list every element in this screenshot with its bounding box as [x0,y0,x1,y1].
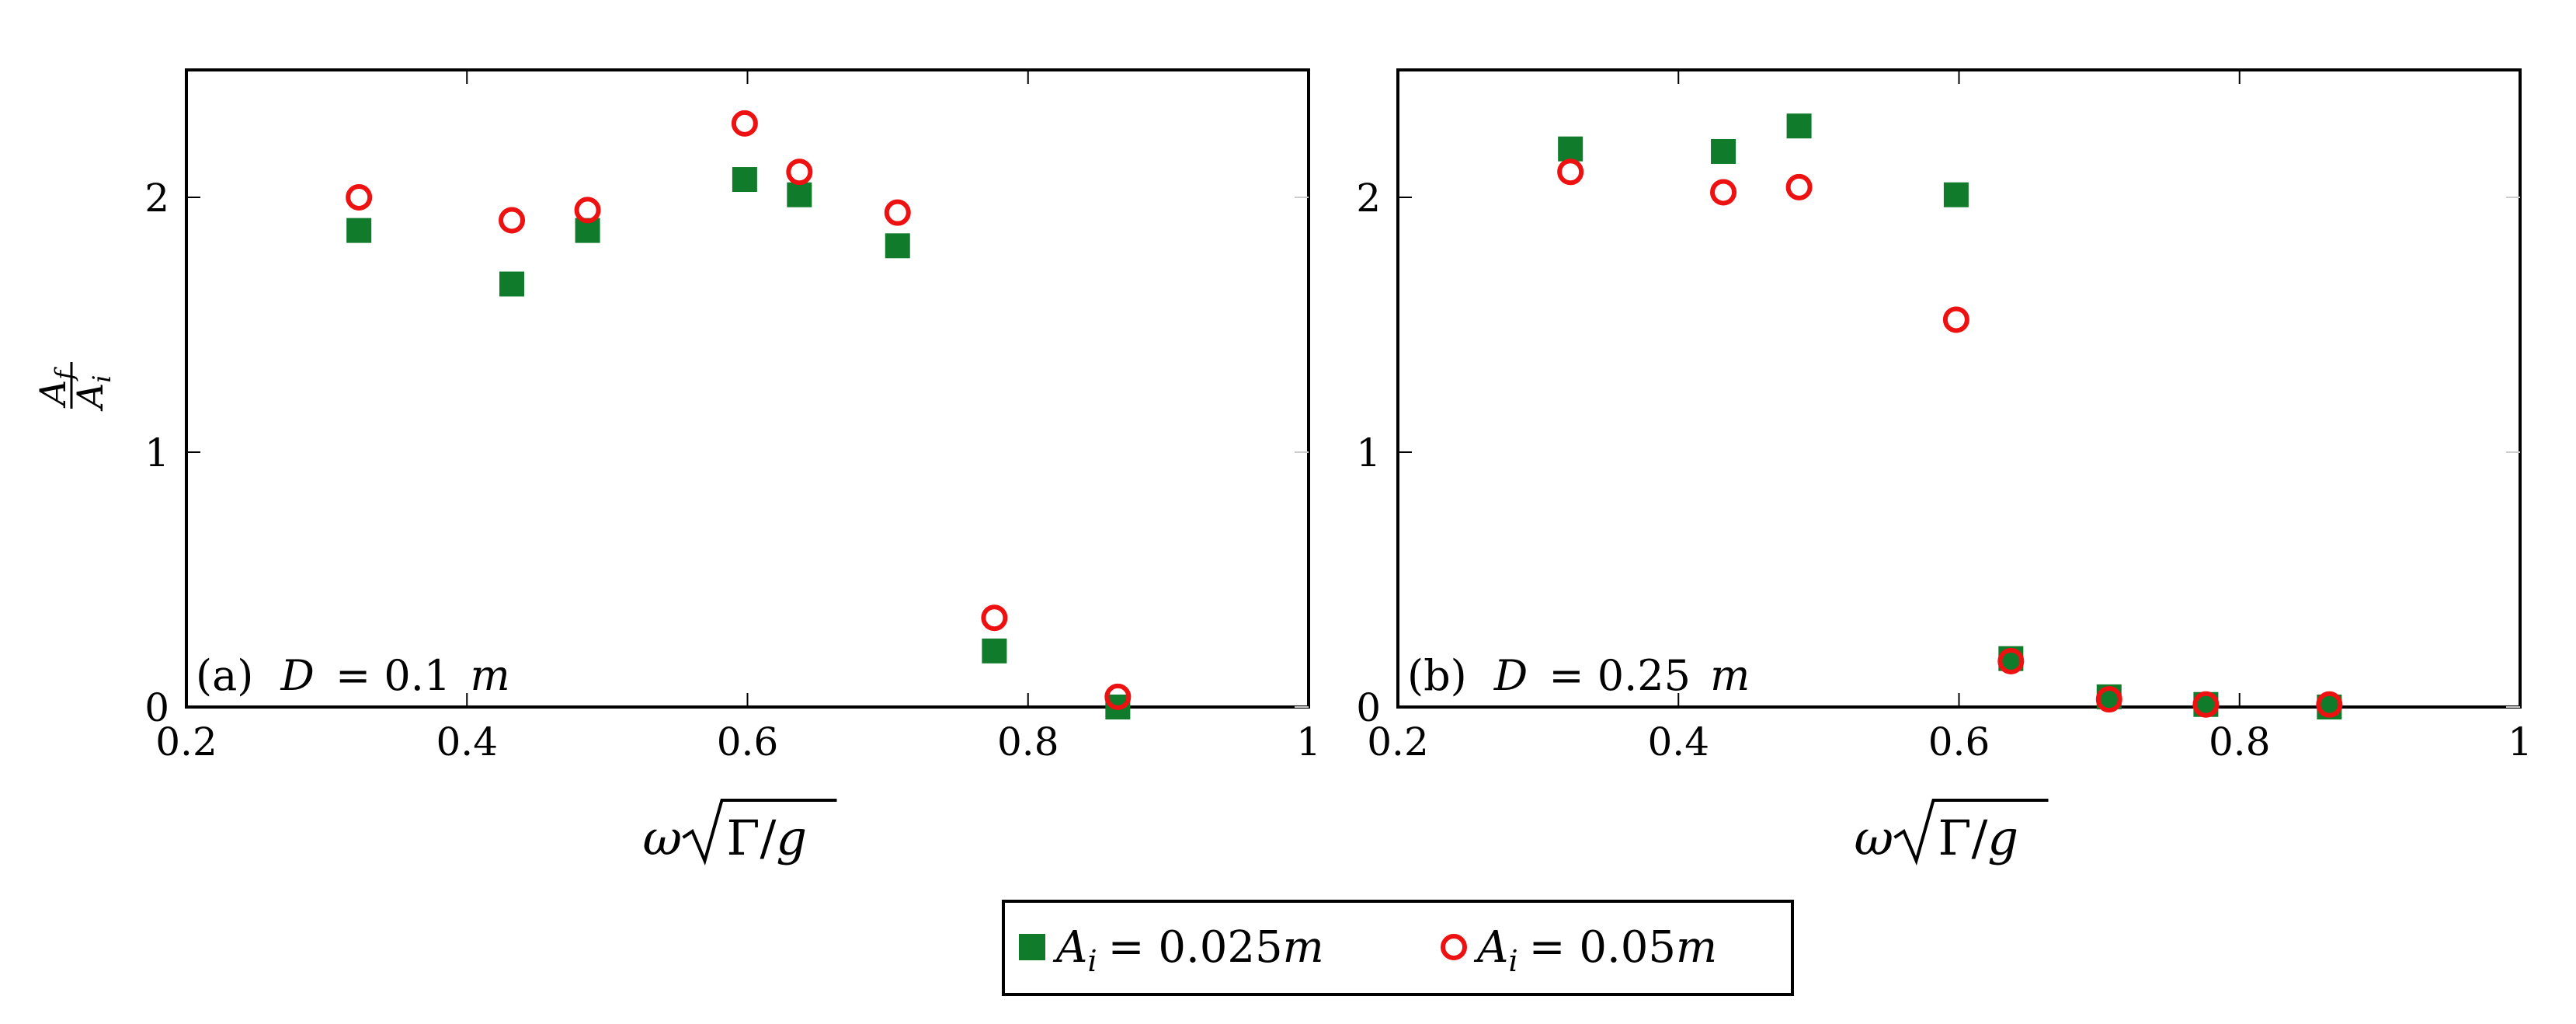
data-point-circle [1997,647,2025,674]
panel-a: 0.2 0.4 0.6 0.8 1 0 1 2 (a) D = 0.1 m ω Γ/g Af … [32,68,1321,866]
plot-frame-a [185,68,1310,709]
data-point-circle [884,199,911,226]
data-point-square [982,638,1007,664]
y-tick-label: 2 [1356,176,1381,221]
data-point-circle [2192,691,2220,718]
data-point-circle [1557,158,1584,186]
marks-a [346,110,1132,719]
sqrt-sign [682,799,837,866]
x-tick-label: 0.8 [997,719,1059,765]
data-point-circle [346,184,373,211]
svg-text:ω: ω [1855,810,1894,866]
data-point-circle [1710,179,1737,206]
x-tick-label: 1 [1296,719,1321,765]
data-point-square [885,233,910,259]
y-tick-label: 1 [144,430,169,475]
legend-entry-1: Ai = 0.025m [1052,922,1324,978]
legend-symbol-circle [1441,934,1467,960]
y-tick-label: 1 [1356,430,1381,475]
legend-box [1002,900,1794,996]
x-axis-label-a: ω Γ/g [643,799,837,866]
data-point-circle [981,604,1008,632]
plot-frame-b [1396,68,2522,709]
data-point-circle [1785,173,1813,200]
legend-symbol-square [1019,934,1045,960]
marks-b [1557,113,2343,719]
data-point-circle [786,158,813,186]
y-tick-label: 0 [144,685,169,730]
data-point-circle [499,207,526,234]
legend: Ai = 0.025m Ai = 0.05m [1002,900,1794,996]
x-axis-label-b: ω Γ/g [1855,799,2049,866]
panel-annotation-b: (b) D = 0.25 m [1407,651,1750,700]
x-tick-label: 0.2 [1367,719,1429,765]
data-point-circle [1942,306,1969,333]
panel-b: 0.2 0.4 0.6 0.8 1 0 1 2 (b) D = 0.25 m ω Γ/g [1356,68,2533,866]
data-point-circle [574,197,601,224]
gamma-over-g: Γ/g [727,810,808,866]
x-tick-label: 0.6 [1928,719,1990,765]
data-point-square [787,182,812,207]
data-point-square [346,218,372,243]
ticks-a: 0.2 0.4 0.6 0.8 1 0 1 2 [144,70,1321,765]
legend-entry-2: Ai = 0.05m [1473,922,1717,978]
data-point-circle [2095,686,2122,713]
omega-symbol: ω [643,810,683,866]
x-tick-label: 0.8 [2209,719,2271,765]
y-tick-label: 0 [1356,685,1381,730]
data-point-square [499,271,525,297]
x-tick-label: 1 [2508,719,2533,765]
data-point-square [732,167,757,193]
data-point-square [1786,113,1812,139]
data-point-circle [731,110,758,137]
x-tick-label: 0.4 [1647,719,1709,765]
y-axis-label: Af Ai [32,362,116,412]
x-tick-label: 0.4 [436,719,498,765]
panel-annotation-a: (a) D = 0.1 m [196,651,510,700]
data-point-circle [2316,691,2343,718]
x-tick-label: 0.6 [717,719,779,765]
y-tick-label: 2 [144,176,169,221]
svg-text:Γ/g: Γ/g [1938,810,2019,866]
ticks-b: 0.2 0.4 0.6 0.8 1 0 1 2 [1356,70,2533,765]
data-point-square [1943,182,1969,207]
data-point-circle [1104,683,1132,710]
data-point-square [1558,136,1583,162]
x-tick-label: 0.2 [155,719,217,765]
data-point-square [1711,138,1736,164]
